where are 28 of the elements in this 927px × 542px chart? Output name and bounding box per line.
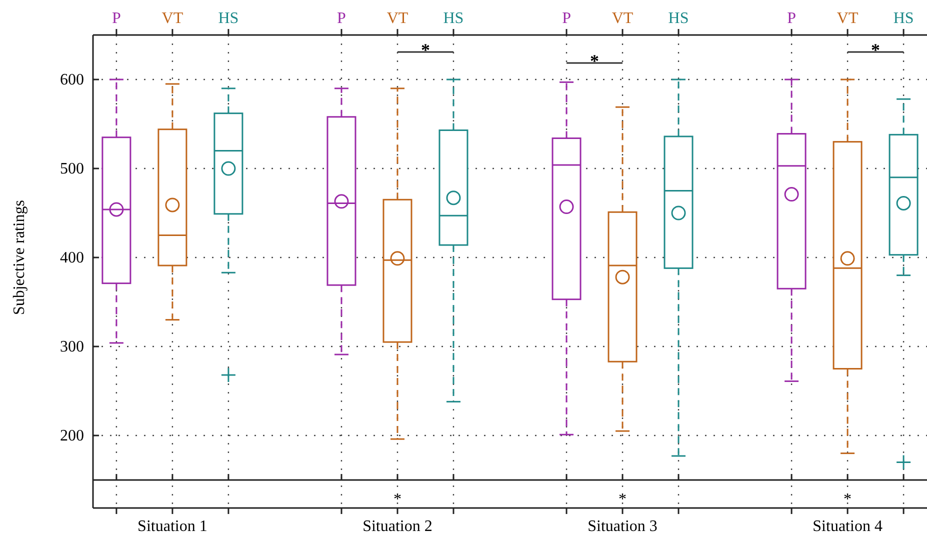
text: HS (443, 10, 464, 27)
x-tick-label: Situation 3 (588, 518, 658, 535)
text: P (787, 10, 796, 27)
annotation: * (420, 40, 430, 60)
y-tick-label: 200 (60, 428, 84, 444)
y-tick-label: 400 (60, 250, 84, 266)
annotation: * (590, 51, 600, 71)
text: VT (612, 10, 634, 27)
text: P (337, 10, 346, 27)
text: VT (162, 10, 184, 27)
text: * (393, 491, 402, 508)
text: * (844, 491, 852, 508)
text: VT (836, 10, 858, 27)
text: * (618, 491, 627, 508)
text: P (112, 10, 121, 27)
y-tick-label: 500 (60, 160, 84, 178)
y-axis-title: Subjective ratings (11, 200, 28, 316)
text: HS (218, 10, 239, 27)
text: HS (893, 10, 914, 27)
x-tick-label: Situation 4 (812, 518, 882, 535)
y-tick-label: 600 (60, 72, 84, 88)
text: VT (386, 10, 408, 27)
x-tick-label: Situation 2 (362, 518, 432, 535)
text: P (562, 10, 571, 27)
y-tick-label: 300 (60, 338, 84, 356)
x-tick-label: Situation 1 (138, 518, 208, 535)
text: HS (668, 10, 689, 27)
annotation: * (871, 40, 880, 60)
